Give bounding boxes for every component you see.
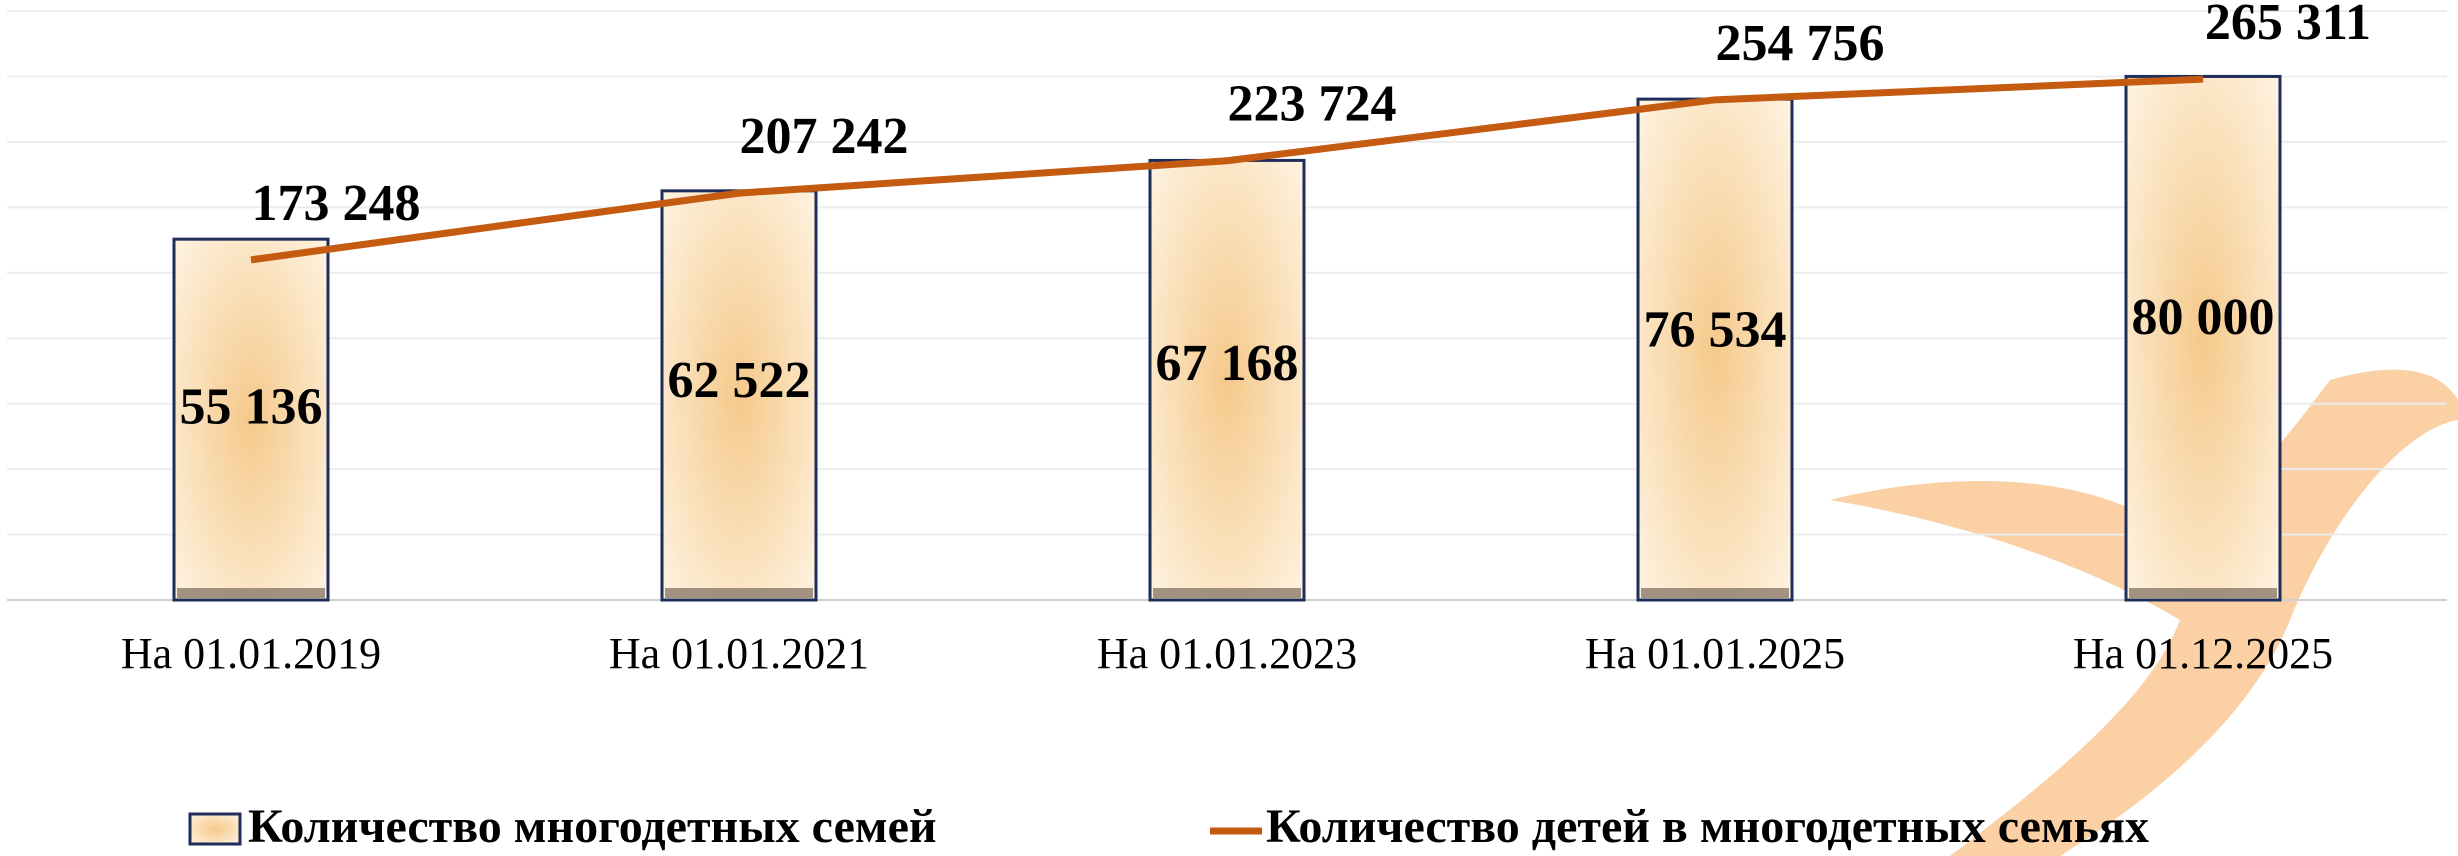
legend: Количество многодетных семей Количество …	[188, 800, 2149, 853]
bar	[1148, 158, 1306, 602]
bar	[660, 189, 818, 602]
bar-bevel	[2129, 588, 2277, 598]
bar-bevel	[1153, 588, 1301, 598]
bar-value-label: 55 136	[180, 378, 323, 435]
bar-value-label: 67 168	[1156, 335, 1299, 392]
line-value-label: 265 311	[2205, 0, 2371, 51]
x-tick-label: На 01.01.2025	[1585, 629, 1845, 678]
x-tick-label: На 01.01.2021	[609, 629, 869, 678]
bar-value-label: 80 000	[2132, 289, 2275, 346]
bar-bevel	[177, 588, 325, 598]
legend-label: Количество многодетных семей	[248, 800, 937, 853]
bar	[1636, 97, 1794, 602]
x-tick-label: На 01.01.2019	[121, 629, 381, 678]
line-value-label: 223 724	[1228, 76, 1397, 133]
line-value-label: 207 242	[740, 108, 909, 165]
line-value-label: 173 248	[252, 175, 421, 232]
bar	[172, 237, 330, 602]
legend-label: Количество детей в многодетных семьях	[1266, 800, 2149, 853]
bar-bevel	[1641, 588, 1789, 598]
x-tick-label: На 01.12.2025	[2073, 629, 2333, 678]
bar-value-label: 76 534	[1644, 301, 1787, 358]
x-tick-label: На 01.01.2023	[1097, 629, 1357, 678]
background-bird	[1830, 369, 2458, 856]
legend-swatch-bar	[188, 812, 242, 846]
line-value-label: 254 756	[1716, 15, 1885, 72]
bar-value-label: 62 522	[668, 352, 811, 409]
bar-bevel	[665, 588, 813, 598]
bar	[2124, 74, 2282, 602]
line	[250, 75, 2204, 264]
